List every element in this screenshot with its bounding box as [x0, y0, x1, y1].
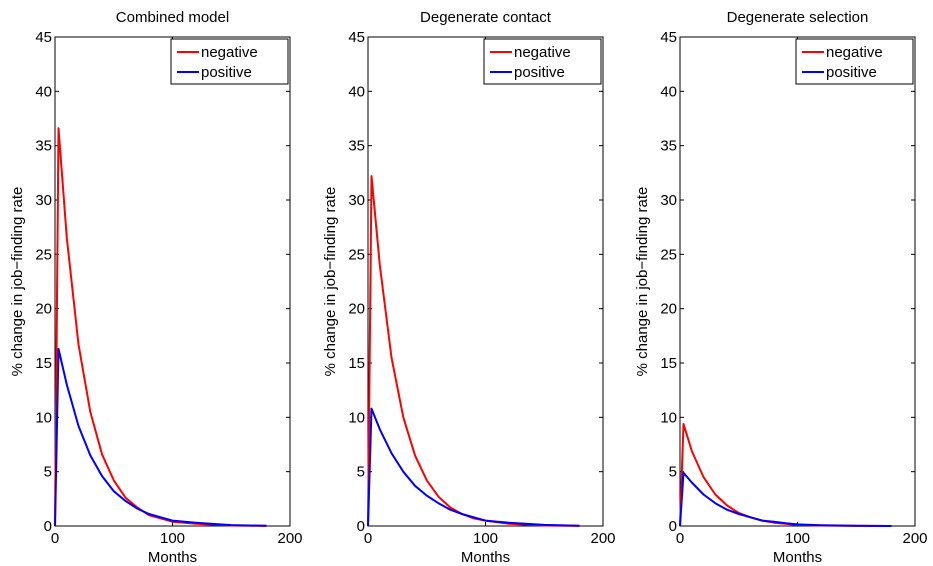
chart-title: Degenerate contact [420, 9, 552, 26]
y-tick-label: 0 [669, 518, 677, 535]
chart-panel-1: 0 5 10 15 20 25 30 35 40 45 0 100 200 Combined model M… [9, 9, 303, 566]
y-tick-label: 25 [660, 246, 677, 263]
y-tick-label: 25 [35, 246, 52, 263]
x-tick-label: 100 [473, 530, 498, 547]
y-tick-label: 20 [348, 301, 365, 318]
legend: negative positive [795, 38, 914, 85]
legend-box [170, 38, 289, 85]
y-tick-label: 5 [357, 464, 365, 481]
series-line-positive [367, 407, 580, 527]
x-tick-label: 100 [785, 530, 810, 547]
legend-box [483, 38, 602, 85]
legend-label-positive: positive [201, 64, 252, 81]
y-tick-label: 15 [35, 355, 52, 372]
chart-panel-3: 0 5 10 15 20 25 30 35 40 45 0 100 200 Degenerate sele… [634, 9, 928, 566]
y-tick-label: 5 [44, 464, 52, 481]
y-tick-label: 15 [660, 355, 677, 372]
x-tick-label: 200 [590, 530, 615, 547]
legend: negative positive [483, 38, 602, 85]
chart-title: Combined model [116, 9, 229, 26]
series-line-negative [54, 127, 267, 527]
y-tick-label: 20 [35, 301, 52, 318]
series-line-positive [679, 471, 892, 527]
y-tick-label: 5 [669, 464, 677, 481]
legend-label-positive: positive [826, 64, 877, 81]
x-axis-label: Months [461, 549, 510, 566]
y-axis-label: % change in job−finding rate [9, 187, 26, 377]
y-axis-label: % change in job−finding rate [322, 187, 339, 377]
legend-label-negative: negative [514, 44, 571, 61]
y-tick-label: 10 [660, 409, 677, 426]
y-tick-label: 20 [660, 301, 677, 318]
y-tick-label: 40 [660, 83, 677, 100]
y-tick-label: 25 [348, 246, 365, 263]
y-tick-label: 0 [357, 518, 365, 535]
chart-title: Degenerate selection [727, 9, 869, 26]
y-tick-label: 40 [348, 83, 365, 100]
x-tick-label: 0 [364, 530, 372, 547]
y-tick-label: 35 [35, 138, 52, 155]
y-tick-label: 45 [348, 29, 365, 46]
y-tick-label: 45 [660, 29, 677, 46]
chart-panel-2: 0 5 10 15 20 25 30 35 40 45 0 100 200 Degenerate cont… [322, 9, 616, 566]
legend-box [795, 38, 914, 85]
y-tick-label: 35 [660, 138, 677, 155]
y-tick-label: 40 [35, 83, 52, 100]
legend-label-negative: negative [826, 44, 883, 61]
y-tick-label: 30 [348, 192, 365, 209]
y-tick-label: 30 [35, 192, 52, 209]
y-axis-label: % change in job−finding rate [634, 187, 651, 377]
y-tick-label: 10 [348, 409, 365, 426]
y-tick-label: 10 [35, 409, 52, 426]
x-tick-label: 200 [277, 530, 302, 547]
y-tick-label: 45 [35, 29, 52, 46]
x-tick-label: 100 [160, 530, 185, 547]
x-tick-label: 200 [902, 530, 927, 547]
legend-label-negative: negative [201, 44, 258, 61]
x-tick-label: 0 [51, 530, 59, 547]
y-tick-label: 15 [348, 355, 365, 372]
x-tick-label: 0 [676, 530, 684, 547]
legend: negative positive [170, 38, 289, 85]
legend-label-positive: positive [514, 64, 565, 81]
x-axis-label: Months [773, 549, 822, 566]
series-line-positive [54, 347, 267, 527]
x-axis-label: Months [148, 549, 197, 566]
y-tick-label: 0 [44, 518, 52, 535]
y-tick-label: 35 [348, 138, 365, 155]
y-tick-label: 30 [660, 192, 677, 209]
